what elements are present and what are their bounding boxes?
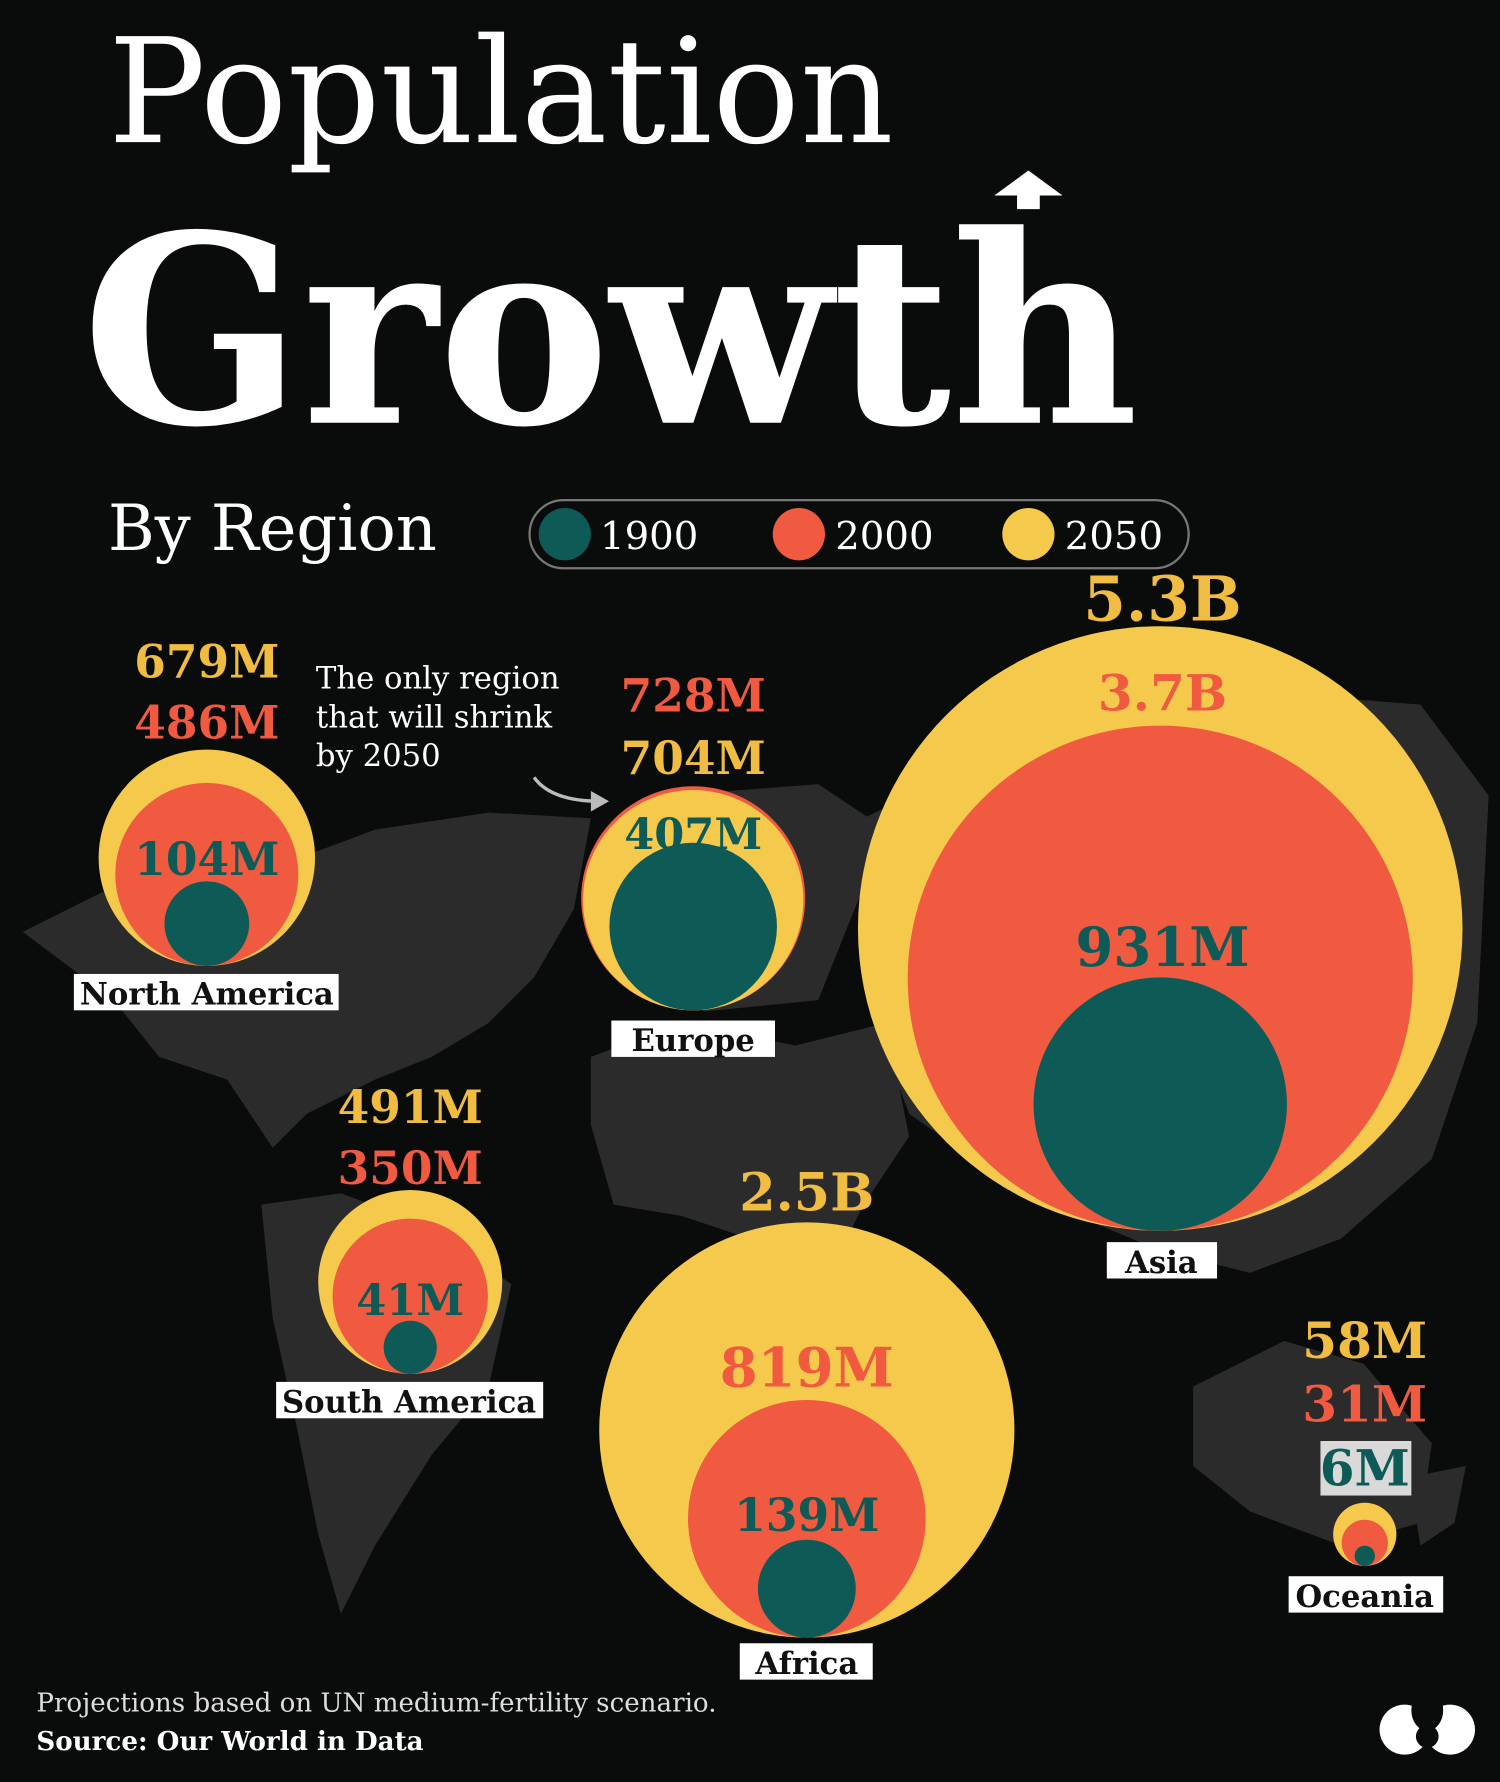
legend-swatch-2000 [772, 508, 825, 561]
bubble-south-america-1900 [383, 1320, 437, 1374]
bubble-asia-1900 [1033, 977, 1287, 1231]
value-oceania-2000: 31M [1302, 1375, 1427, 1434]
value-africa-1900: 139M [734, 1488, 879, 1542]
value-asia-2000: 3.7B [1098, 663, 1227, 722]
annotation-line: by 2050 [316, 739, 441, 774]
up-arrow-icon [994, 170, 1063, 210]
value-na-2050: 679M [134, 634, 279, 688]
label-box-asia [1106, 1242, 1218, 1279]
value-eu-2000: 728M [621, 668, 766, 722]
region-label-sa: South America [282, 1385, 536, 1421]
label-box-oceania [1288, 1576, 1444, 1613]
region-label-na: North America [80, 977, 334, 1013]
value-na-1900: 104M [134, 832, 279, 886]
subtitle: By Region [108, 492, 437, 566]
value-eu-2050: 704M [621, 731, 766, 785]
bubble-africa-1900 [757, 1539, 856, 1638]
value-oceania-1900: 6M [1320, 1438, 1410, 1497]
legend-label-1900: 1900 [600, 514, 698, 559]
value-africa-2050: 2.5B [739, 1162, 874, 1223]
region-label-asia: Asia [1124, 1245, 1198, 1281]
brand-logo-icon [1379, 1689, 1475, 1755]
value-sa-2000: 350M [338, 1141, 483, 1195]
arrowhead-icon [590, 791, 610, 812]
label-box-sa [276, 1381, 544, 1419]
curved-arrow-icon [532, 776, 601, 803]
legend-swatch-1900 [538, 508, 591, 561]
bubble-europe-1900 [609, 842, 777, 1011]
bubble-oceania-1900 [1354, 1545, 1375, 1566]
region-label-africa: Africa [754, 1646, 858, 1682]
title-line2: Growth [82, 178, 1139, 485]
footer-note: Projections based on UN medium-fertility… [36, 1688, 716, 1718]
value-box-oceania-1900 [1320, 1441, 1412, 1496]
value-eu-1900: 407M [624, 809, 762, 860]
bubble-south-america-2000 [332, 1218, 488, 1374]
label-box-eu [611, 1020, 775, 1057]
value-asia-1900: 931M [1075, 915, 1249, 979]
bubble-north-america-2000 [115, 782, 299, 966]
legend-swatch-2050 [1002, 508, 1055, 561]
bubbles [98, 626, 1463, 1638]
bubble-africa-2000 [687, 1399, 926, 1638]
label-box-na [73, 973, 339, 1011]
value-na-2000: 486M [134, 696, 279, 750]
footer-source: Source: Our World in Data [36, 1726, 423, 1757]
legend-label-2050: 2050 [1065, 514, 1163, 559]
label-box-africa [739, 1643, 873, 1680]
annotation-line: that will shrink [316, 700, 553, 735]
annotation-line: The only region [316, 662, 560, 697]
region-label-eu: Europe [632, 1023, 755, 1059]
region-label-oceania: Oceania [1295, 1579, 1434, 1615]
title-line1: Population [108, 8, 894, 177]
value-sa-1900: 41M [356, 1275, 464, 1326]
value-oceania-2050: 58M [1302, 1311, 1427, 1370]
legend: 1900 2000 2050 [528, 498, 1190, 570]
legend-label-2000: 2000 [835, 514, 933, 559]
bubble-north-america-1900 [164, 881, 250, 967]
value-africa-2000: 819M [720, 1335, 894, 1399]
bubble-oceania-2000 [1341, 1519, 1388, 1566]
value-sa-2050: 491M [338, 1080, 483, 1134]
value-asia-2050: 5.3B [1083, 564, 1242, 636]
